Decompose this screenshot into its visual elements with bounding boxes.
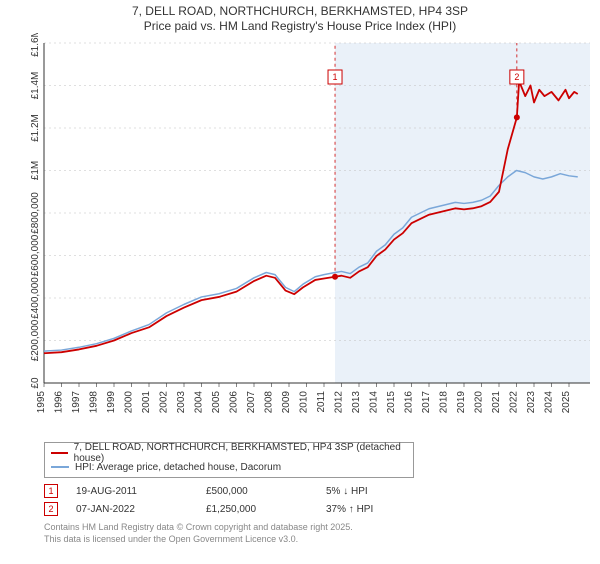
- legend-swatch: [51, 452, 68, 454]
- fineprint: Contains HM Land Registry data © Crown c…: [44, 522, 584, 545]
- svg-text:£1.2M: £1.2M: [30, 114, 41, 142]
- svg-text:2006: 2006: [229, 391, 240, 414]
- chart-container: 7, DELL ROAD, NORTHCHURCH, BERKHAMSTED, …: [0, 4, 600, 564]
- svg-text:£400,000: £400,000: [30, 277, 41, 319]
- svg-text:2002: 2002: [159, 391, 170, 414]
- sale-marker-box: 2: [44, 502, 58, 516]
- svg-text:2022: 2022: [509, 391, 520, 414]
- svg-text:£1.6M: £1.6M: [30, 33, 41, 57]
- svg-text:1997: 1997: [71, 391, 82, 414]
- svg-text:2008: 2008: [264, 391, 275, 414]
- svg-text:2012: 2012: [334, 391, 345, 414]
- fineprint-line2: This data is licensed under the Open Gov…: [44, 534, 584, 546]
- sale-marker-box: 1: [44, 484, 58, 498]
- svg-text:2019: 2019: [456, 391, 467, 414]
- svg-text:£600,000: £600,000: [30, 234, 41, 276]
- svg-text:1996: 1996: [54, 391, 65, 414]
- svg-text:£0: £0: [30, 377, 41, 389]
- sale-vs-hpi: 5% ↓ HPI: [326, 486, 446, 497]
- sale-row: 2 07-JAN-2022£1,250,00037% ↑ HPI: [44, 500, 584, 518]
- svg-text:2021: 2021: [491, 391, 502, 414]
- svg-text:£1M: £1M: [30, 161, 41, 180]
- sale-date: 19-AUG-2011: [76, 486, 206, 497]
- legend-box: 7, DELL ROAD, NORTHCHURCH, BERKHAMSTED, …: [44, 442, 414, 478]
- svg-text:£1.4M: £1.4M: [30, 72, 41, 100]
- svg-text:2016: 2016: [404, 391, 415, 414]
- svg-text:2011: 2011: [316, 391, 327, 413]
- svg-text:2003: 2003: [176, 391, 187, 414]
- svg-text:2000: 2000: [124, 391, 135, 414]
- legend-item: 7, DELL ROAD, NORTHCHURCH, BERKHAMSTED, …: [51, 446, 407, 460]
- legend-swatch: [51, 466, 69, 468]
- sale-price: £500,000: [206, 486, 326, 497]
- chart-area: £0 £200,000£400,000£600,000£800,000 £1M £1.…: [0, 33, 600, 423]
- svg-text:2024: 2024: [544, 391, 555, 414]
- chart-title-line1: 7, DELL ROAD, NORTHCHURCH, BERKHAMSTED, …: [0, 4, 600, 18]
- svg-text:2: 2: [514, 72, 519, 82]
- svg-text:2009: 2009: [281, 391, 292, 414]
- sale-date: 07-JAN-2022: [76, 504, 206, 515]
- svg-text:2020: 2020: [474, 391, 485, 414]
- svg-text:2005: 2005: [211, 391, 222, 414]
- chart-svg: £0 £200,000£400,000£600,000£800,000 £1M £1.…: [0, 33, 600, 423]
- svg-text:2001: 2001: [141, 391, 152, 414]
- svg-text:2015: 2015: [386, 391, 397, 414]
- svg-text:2007: 2007: [246, 391, 257, 414]
- sale-vs-hpi: 37% ↑ HPI: [326, 504, 446, 515]
- chart-title-line2: Price paid vs. HM Land Registry's House …: [0, 19, 600, 33]
- svg-text:2025: 2025: [561, 391, 572, 414]
- fineprint-line1: Contains HM Land Registry data © Crown c…: [44, 522, 584, 534]
- sale-price: £1,250,000: [206, 504, 326, 515]
- svg-text:2023: 2023: [526, 391, 537, 414]
- svg-text:1998: 1998: [89, 391, 100, 414]
- svg-text:1995: 1995: [36, 391, 47, 414]
- svg-text:2018: 2018: [439, 391, 450, 414]
- svg-text:2017: 2017: [421, 391, 432, 414]
- svg-text:2004: 2004: [194, 391, 205, 414]
- svg-text:2013: 2013: [351, 391, 362, 414]
- sale-row: 1 19-AUG-2011£500,0005% ↓ HPI: [44, 482, 584, 500]
- svg-text:1999: 1999: [106, 391, 117, 414]
- sales-table: 1 19-AUG-2011£500,0005% ↓ HPI 2 07-JAN-2022…: [44, 482, 584, 518]
- svg-text:£800,000: £800,000: [30, 192, 41, 234]
- svg-text:1: 1: [333, 72, 338, 82]
- svg-text:£200,000: £200,000: [30, 319, 41, 361]
- legend-label: HPI: Average price, detached house, Daco…: [75, 462, 281, 473]
- svg-text:2014: 2014: [369, 391, 380, 414]
- svg-text:2010: 2010: [299, 391, 310, 414]
